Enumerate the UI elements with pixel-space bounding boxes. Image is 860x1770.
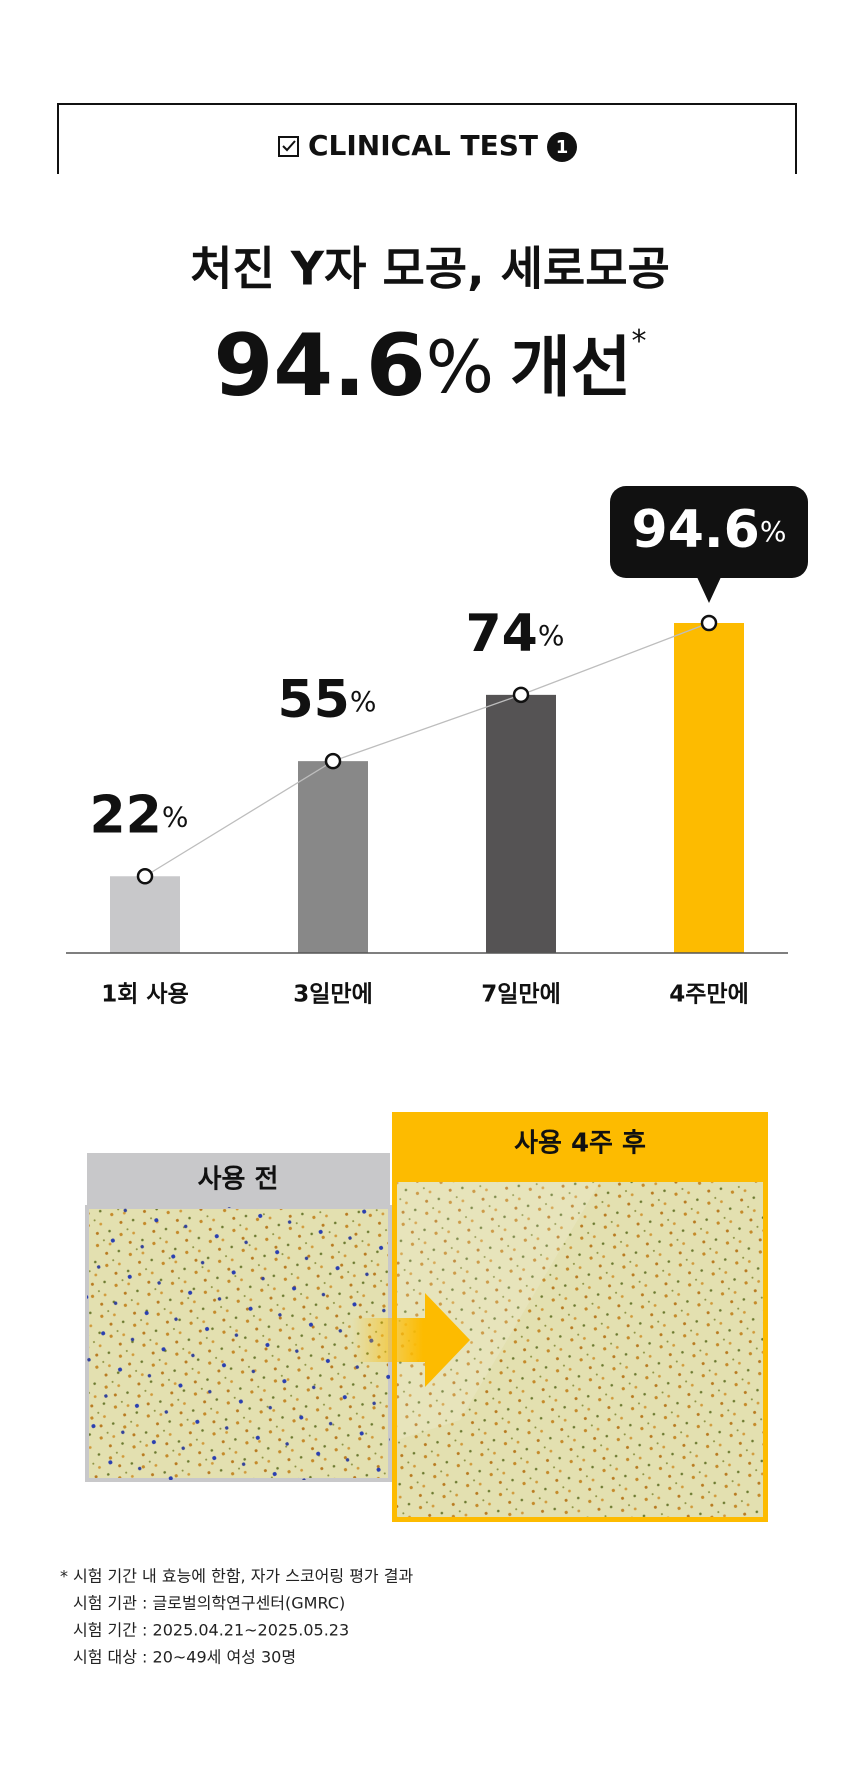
footnote-line: 시험 대상 : 20~49세 여성 30명 [73,1648,296,1667]
headline-stat: 94.6% 개선* [213,316,646,416]
footnote-line: 시험 기간 내 효능에 한함, 자가 스코어링 평가 결과 [73,1567,413,1586]
x-tick-label: 1회 사용 [101,982,189,1008]
before-image-overlay [87,1207,390,1480]
point [512,686,530,704]
footnote-mark: * [60,1567,68,1586]
trend-line [144,622,710,877]
after-shadow [397,1182,600,1440]
value-unit: % [538,619,565,652]
value-unit: % [350,685,377,718]
bar [298,761,368,953]
check-icon [278,136,299,157]
header-title: CLINICAL TEST [308,129,538,162]
header-frame [57,103,797,174]
before-header [87,1153,390,1207]
value-label: 94.6% [632,500,787,560]
value-number: 22 [90,785,162,845]
headline-value: 94.6 [213,316,425,416]
x-tick-label: 4주만에 [669,982,748,1008]
point [700,614,718,632]
badge [547,132,577,162]
chart: 1회 사용 22% 3일만에 55% 7일만에 74% 4주만에 94.6% [66,486,808,1008]
x-tick-label: 3일만에 [293,982,372,1008]
check-mark [282,140,296,152]
bar [486,694,556,953]
value-label: 74% [466,604,565,664]
callout [610,486,808,578]
value-label: 22% [90,785,189,845]
badge-number: 1 [556,137,569,158]
headline-unit: % [426,325,494,409]
footnote: * 시험 기간 내 효능에 한함, 자가 스코어링 평가 결과 시험 기관 : … [60,1567,413,1667]
value-number: 74 [466,604,538,664]
x-tick-label: 7일만에 [481,982,560,1008]
value-unit: % [760,515,787,548]
point [136,868,154,885]
footnote-line: 시험 기관 : 글로벌의학연구센터(GMRC) [73,1594,345,1613]
bar [110,876,180,953]
point [324,752,342,770]
headline-suffix: 개선 [510,329,631,406]
callout-tail [697,577,721,603]
headline: 처진 Y자 모공, 세로모공 [190,242,670,296]
value-number: 55 [278,670,350,730]
footnote-line: 시험 기간 : 2025.04.21~2025.05.23 [73,1621,349,1640]
before-label: 사용 전 [198,1165,279,1195]
after-label: 사용 4주 후 [514,1129,646,1159]
value-number: 94.6 [632,500,760,560]
bar [674,623,744,953]
value-unit: % [162,800,189,833]
value-label: 55% [278,670,377,730]
arrow [352,1293,470,1387]
headline-mark: * [632,324,647,359]
